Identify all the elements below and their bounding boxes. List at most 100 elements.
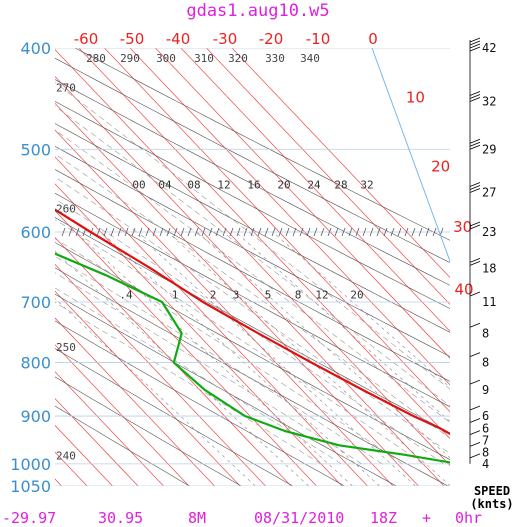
wind-barb: [469, 441, 481, 447]
pressure-tick-label: 700: [20, 293, 51, 312]
wind-barb: [469, 91, 481, 96]
wind-barb: [469, 94, 481, 99]
hatch-mark: [411, 227, 416, 237]
mixing-ratio-label: 08: [187, 178, 200, 191]
isotherm-line: [0, 0, 56, 507]
hatch-mark: [180, 227, 185, 237]
temperature-tick-label: -30: [213, 30, 238, 48]
wind-barb: [469, 405, 481, 411]
footer-plus: +: [422, 509, 431, 527]
hatch-mark: [173, 227, 178, 237]
hatch-mark: [243, 227, 248, 237]
wind-barb: [469, 322, 481, 328]
wind-speed-label: 6: [482, 409, 489, 423]
wind-barb: [469, 418, 481, 423]
wind-barb: [469, 144, 481, 150]
hatch-mark: [187, 227, 192, 237]
speed-unit-label: (knts): [470, 497, 513, 511]
hatch-mark: [208, 227, 213, 237]
hatch-mark: [320, 227, 325, 237]
temperature-tick-label: -40: [166, 30, 191, 48]
hatch-mark: [236, 227, 241, 237]
hatch-mark: [124, 227, 129, 237]
temperature-tick-label: 10: [406, 88, 425, 106]
wind-barb: [469, 43, 481, 49]
hatch-mark: [278, 227, 283, 237]
mixing-ratio-label: 8: [295, 289, 302, 302]
wind-barb: [469, 182, 481, 187]
mixing-ratio-label: 24: [307, 178, 321, 191]
hatch-mark: [159, 227, 164, 237]
wind-barb: [469, 257, 481, 263]
hatch-mark: [341, 227, 346, 237]
wind-barb: [469, 138, 481, 144]
mixing-ratio-line: [167, 231, 450, 486]
hatch-mark: [425, 227, 430, 237]
wind-speed-label: 18: [482, 261, 496, 275]
wind-speed-label: 11: [482, 295, 496, 309]
moist-adiabat: [55, 153, 450, 439]
hatch-mark: [271, 227, 276, 237]
isotherm-line: [154, 48, 450, 359]
wind-barb: [469, 430, 481, 435]
mixing-ratio-label: 12: [217, 178, 230, 191]
hatch-mark: [96, 227, 101, 237]
hatch-mark: [131, 227, 136, 237]
hatch-mark: [68, 227, 73, 237]
pressure-tick-label: 500: [20, 140, 51, 159]
speed-label: SPEED: [474, 484, 510, 498]
hatch-mark: [327, 227, 332, 237]
hatch-mark: [397, 227, 402, 237]
mixing-ratio-line: [100, 231, 380, 486]
wind-barb: [469, 224, 481, 230]
footer-fcst: 0hr: [455, 509, 482, 527]
wind-speed-label: 42: [482, 41, 496, 55]
mixing-ratio-label: .4: [119, 289, 133, 302]
isotherm-line: [55, 344, 190, 486]
temperature-tick-label: -20: [259, 30, 284, 48]
mixing-ratio-line: [196, 231, 450, 459]
isotherm-line: [0, 0, 5, 507]
isotherm-line: [55, 237, 292, 486]
mixing-ratio-label: 28: [334, 178, 347, 191]
temperature-profile: [55, 208, 450, 436]
mixing-ratio-label: 20: [350, 289, 363, 302]
isotherm-line: [55, 424, 114, 486]
hatch-mark: [383, 227, 388, 237]
isotherm-line: [55, 129, 394, 486]
wind-speed-label: 7: [482, 434, 489, 448]
chart-title: gdas1.aug10.w5: [186, 1, 329, 21]
mixing-ratio-label: 2: [210, 289, 217, 302]
hatch-mark: [103, 227, 108, 237]
wind-barb: [469, 37, 481, 43]
hatch-mark: [404, 227, 409, 237]
hatch-mark: [418, 227, 423, 237]
theta-label: 240: [56, 449, 76, 462]
temperature-tick-label: 30: [453, 218, 472, 236]
dry-adiabat: [55, 192, 450, 408]
isotherm-line: [205, 48, 450, 305]
isotherm-line: [55, 183, 343, 486]
wind-barb: [469, 40, 481, 46]
hatch-mark: [61, 227, 66, 237]
hatch-mark: [362, 227, 367, 237]
wind-speed-label: 32: [482, 94, 496, 108]
mixing-ratio-label: 32: [360, 178, 373, 191]
hatch-mark: [215, 227, 220, 237]
theta-label: 340: [300, 52, 320, 65]
pressure-tick-label: 900: [20, 407, 51, 426]
theta-label: 330: [265, 52, 285, 65]
hatch-mark: [369, 227, 374, 237]
wind-speed-label: 8: [482, 356, 489, 370]
isotherm-line: [231, 48, 450, 279]
wind-speed-label: 23: [482, 225, 496, 239]
isotherm-line: [55, 75, 445, 486]
pressure-tick-label: 800: [20, 354, 51, 373]
isotherm-line: [55, 478, 63, 486]
dry-adiabat: [55, 405, 191, 486]
hatch-mark: [201, 227, 206, 237]
hatch-mark: [194, 227, 199, 237]
temperature-tick-label: -60: [74, 30, 99, 48]
